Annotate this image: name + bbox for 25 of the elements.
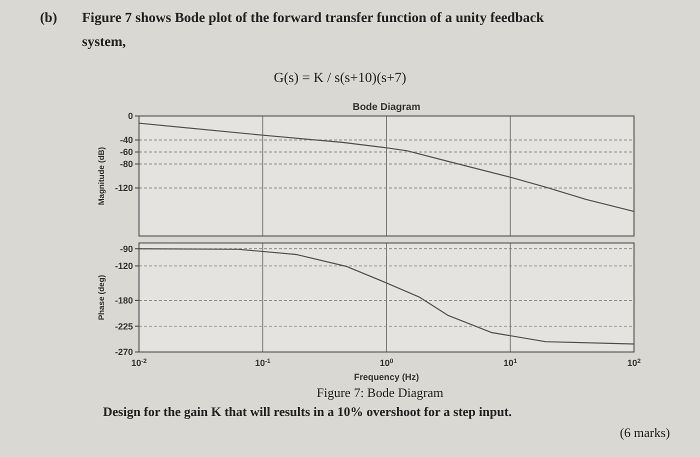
chart-title: Bode Diagram bbox=[352, 102, 421, 113]
y-tick-label: -80 bbox=[120, 159, 133, 170]
x-tick-label: 10$^{1}$ bbox=[503, 358, 518, 368]
y-tick-label: -225 bbox=[114, 321, 133, 332]
y-tick-label: -60 bbox=[120, 147, 133, 158]
x-tick-label: 10$^{-1}$ bbox=[254, 358, 272, 368]
y-tick-label: -120 bbox=[114, 183, 133, 194]
y-tick-label: -180 bbox=[114, 296, 133, 306]
y-tick-label: -40 bbox=[120, 135, 133, 146]
y-axis-title: Magnitude (dB) bbox=[97, 146, 106, 206]
text: (6 marks) bbox=[620, 425, 670, 440]
y-axis-title: Phase (deg) bbox=[97, 274, 106, 320]
x-tick-label: 10$^{2}$ bbox=[627, 358, 642, 368]
y-tick-label: -270 bbox=[114, 347, 133, 358]
text: Design for the gain K that will results in a 10% overshoot for a step input. bbox=[103, 404, 512, 419]
y-tick-label: -120 bbox=[114, 261, 133, 272]
caption: Figure 7 shows Bode plot of the forward transfer function of a unity feedback system, bbox=[82, 11, 544, 50]
y-tick-label: -90 bbox=[120, 244, 133, 254]
text: G(s) = K / s(s+10)(s+7) bbox=[274, 71, 407, 86]
x-axis-title: Frequency (Hz) bbox=[354, 372, 420, 382]
y-tick-label: 0 bbox=[128, 111, 133, 122]
x-tick-label: 10$^{0}$ bbox=[380, 358, 394, 368]
text: (b) bbox=[40, 11, 58, 26]
caption: Figure 7: Bode Diagram bbox=[316, 385, 444, 400]
x-tick-label: 10$^{-2}$ bbox=[131, 358, 148, 368]
